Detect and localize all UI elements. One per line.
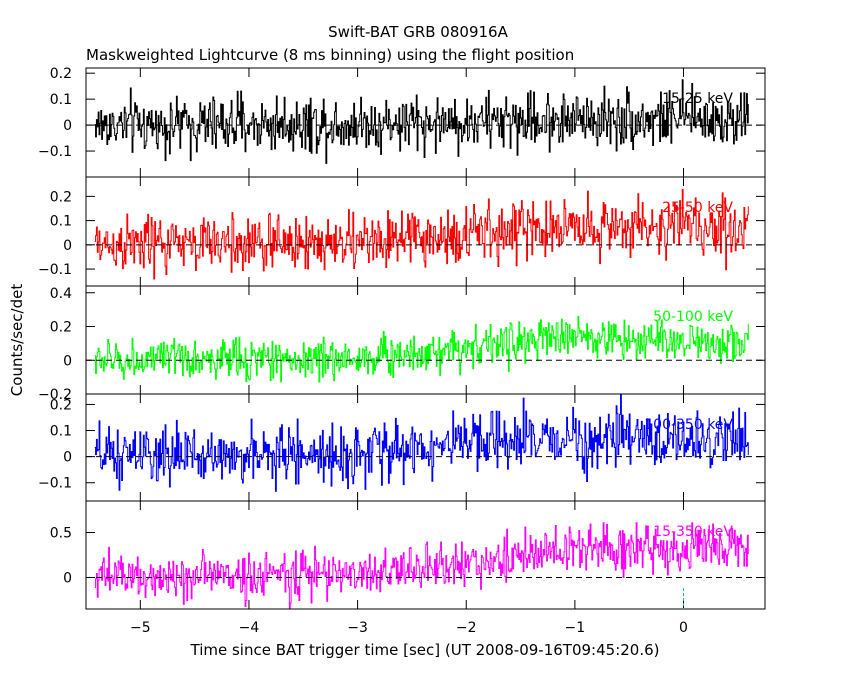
- chart-subtitle: Maskweighted Lightcurve (8 ms binning) u…: [86, 46, 574, 64]
- y-tick-label: 0.2: [50, 320, 72, 336]
- x-tick-label: −4: [239, 620, 260, 636]
- y-axis-label: Counts/sec/det: [8, 284, 26, 397]
- band-label: 100-350 keV: [644, 417, 733, 433]
- y-tick-label: 0.4: [50, 286, 72, 302]
- series-line: [94, 394, 749, 492]
- panel-4: 0.2 0.1 0 −0.1 100-350 keV: [38, 393, 766, 502]
- y-tick-label: 0: [63, 118, 72, 134]
- y-tick-label: 0.1: [50, 424, 72, 440]
- panel-3: 0.4 0.2 0 −0.2 50-100 keV: [38, 285, 766, 403]
- y-tick-label: 0.2: [50, 189, 72, 205]
- band-label: 15-25 keV: [662, 91, 733, 107]
- y-tick-label: 0.2: [50, 397, 72, 413]
- chart-title: Swift-BAT GRB 080916A: [328, 23, 508, 41]
- y-tick-label: 0: [63, 450, 72, 466]
- x-tick-label: −3: [347, 620, 368, 636]
- x-tick-label: 0: [679, 620, 688, 636]
- y-tick-label: 0.1: [50, 92, 72, 108]
- y-tick-label: 0: [63, 571, 72, 587]
- panels: 0.2 0.1 0 −0.1 15-25 keV 0.2 0.1 0 −0.1 25-50 keV…: [38, 66, 766, 636]
- x-axis-label: Time since BAT trigger time [sec] (UT 20…: [190, 641, 660, 659]
- panel-5: 0.5 0 15-350 keV: [50, 500, 766, 610]
- x-tick-label: −2: [456, 620, 477, 636]
- y-tick-label: −0.1: [38, 144, 72, 160]
- y-tick-label: 0: [63, 238, 72, 254]
- y-tick-label: −0.1: [38, 262, 72, 278]
- band-label: 15-350 keV: [653, 524, 733, 540]
- panel-2: 0.2 0.1 0 −0.1 25-50 keV: [38, 176, 766, 287]
- band-label: 50-100 keV: [653, 309, 733, 325]
- series-line: [94, 315, 749, 383]
- panel-1: 0.2 0.1 0 −0.1 15-25 keV: [38, 66, 766, 178]
- y-tick-label: 0: [63, 353, 72, 369]
- series-line: [94, 522, 749, 609]
- y-tick-label: −0.2: [38, 387, 72, 403]
- x-tick-label: −1: [565, 620, 586, 636]
- y-tick-label: −0.1: [38, 476, 72, 492]
- x-tick-label: −5: [130, 620, 151, 636]
- y-tick-label: 0.5: [50, 526, 72, 542]
- y-tick-label: 0.2: [50, 66, 72, 82]
- y-tick-label: 0.1: [50, 214, 72, 230]
- band-label: 25-50 keV: [662, 200, 733, 216]
- series-line: [94, 188, 749, 280]
- panel-frame: [85, 500, 766, 610]
- series-line: [94, 79, 749, 164]
